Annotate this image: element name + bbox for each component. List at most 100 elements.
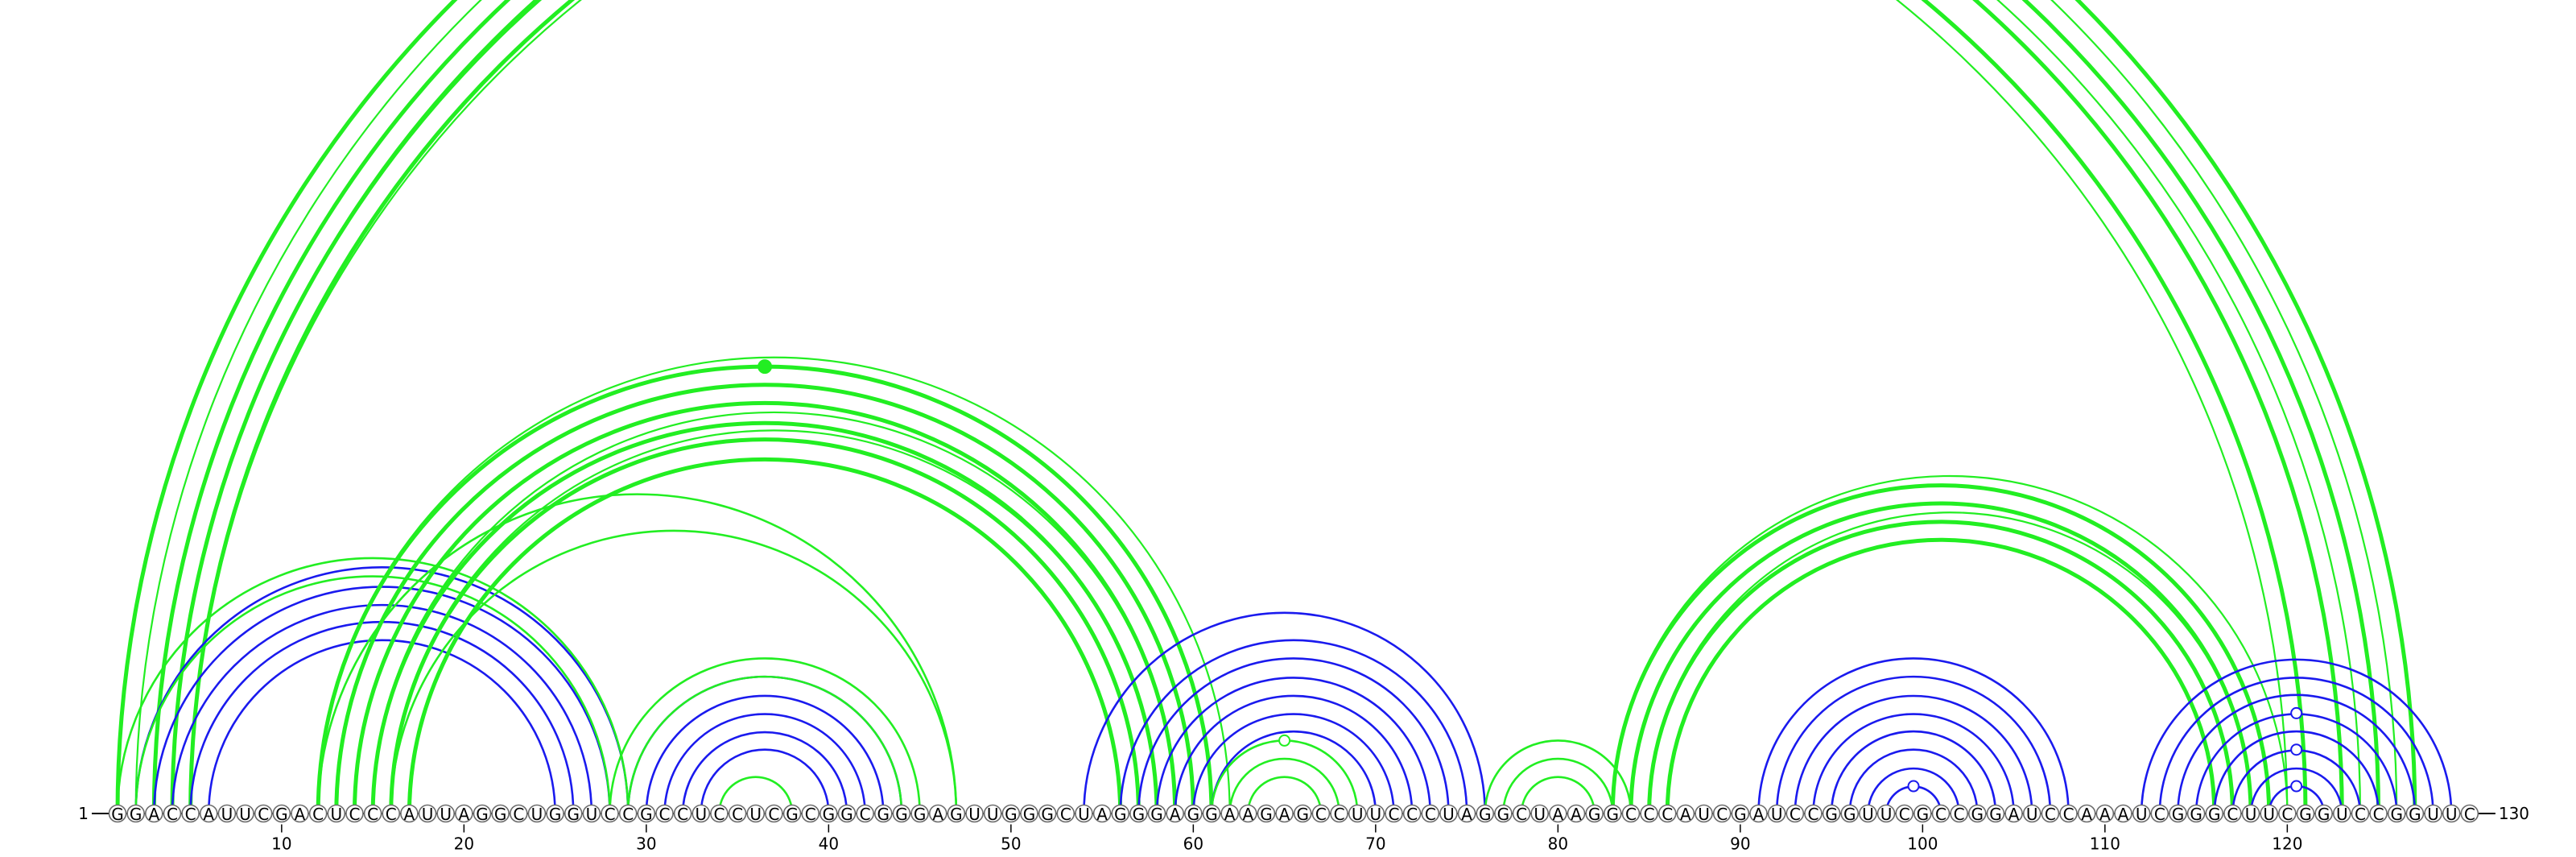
nucleotide-letter: A xyxy=(1279,805,1290,824)
nucleotide-letter: A xyxy=(1753,805,1765,824)
nucleotide-circle xyxy=(1385,804,1403,823)
nucleotide-circle xyxy=(983,804,1002,823)
nucleotide-circle xyxy=(1950,804,1968,823)
green-arc xyxy=(151,0,2381,814)
nucleotide-circle xyxy=(2296,804,2315,823)
nucleotide-letter: C xyxy=(860,805,871,824)
nucleotide-letter: G xyxy=(950,805,963,824)
nucleotide-letter: G xyxy=(1297,805,1310,824)
green-arc xyxy=(171,0,2362,814)
nucleotide-circle xyxy=(2077,804,2096,823)
nucleotide-letter: C xyxy=(659,805,671,824)
nucleotide-circle xyxy=(418,804,437,823)
nucleotide-circle xyxy=(2387,804,2406,823)
arcs-layer xyxy=(115,0,2453,814)
nucleotide: G xyxy=(1129,804,1148,824)
nucleotide-letter: U xyxy=(695,805,707,824)
nucleotide: C xyxy=(1785,804,1805,824)
nucleotide-circle xyxy=(2150,804,2169,823)
nucleotide-circle xyxy=(837,804,857,823)
nucleotide-letter: G xyxy=(1114,805,1127,824)
green-arc xyxy=(389,437,1141,814)
nucleotide-letter: C xyxy=(1060,805,1071,824)
blue-arc xyxy=(645,694,885,814)
nucleotide: U xyxy=(582,804,601,824)
nucleotide-circle xyxy=(2460,804,2479,823)
nucleotide-letter: U xyxy=(968,805,980,824)
nucleotide-letter: G xyxy=(1005,805,1018,824)
tick-label: 70 xyxy=(1365,834,1385,854)
nucleotide-circle xyxy=(199,804,218,823)
nucleotide: A xyxy=(2095,804,2115,824)
nucleotide: A xyxy=(455,804,473,824)
nucleotide-circle xyxy=(327,804,346,823)
nucleotide: U xyxy=(2260,804,2278,824)
nucleotide: G xyxy=(1147,804,1166,824)
nucleotide: U xyxy=(983,804,1002,824)
nucleotide: C xyxy=(1512,804,1531,824)
nucleotide-letter: G xyxy=(1607,805,1620,824)
nucleotide-circle xyxy=(801,804,820,823)
nucleotide-letter: G xyxy=(2190,805,2202,824)
green-arc xyxy=(1629,501,2253,814)
nucleotide-letter: U xyxy=(586,805,598,824)
nucleotide-letter: G xyxy=(2208,805,2221,824)
nucleotide: C xyxy=(2059,804,2078,824)
green-arc xyxy=(134,0,2398,814)
nucleotide-circle xyxy=(1767,804,1786,823)
nucleotide: C xyxy=(1056,804,1075,824)
blue-arc xyxy=(700,748,830,814)
nucleotide-circle xyxy=(601,804,619,823)
arc-marker xyxy=(1278,734,1291,747)
nucleotide-letter: A xyxy=(295,805,306,824)
blue-arc xyxy=(1083,611,1487,814)
green-arc xyxy=(1610,482,2272,814)
nucleotide-circle xyxy=(564,804,583,823)
nucleotide: C xyxy=(2460,804,2479,824)
nucleotide: C xyxy=(1712,804,1732,824)
nucleotide-letter: C xyxy=(1807,805,1818,824)
nucleotide-letter: C xyxy=(2063,805,2074,824)
nucleotide-circle xyxy=(728,804,747,823)
nucleotide: C xyxy=(710,804,729,824)
nucleotide-letter: C xyxy=(713,805,724,824)
nucleotide: U xyxy=(1530,804,1549,824)
nucleotide-circle xyxy=(1804,804,1823,823)
nucleotide-letter: U xyxy=(1534,805,1546,824)
green-arc xyxy=(372,411,1176,814)
nucleotide: C xyxy=(1657,804,1677,824)
nucleotide-letter: A xyxy=(2118,805,2129,824)
nucleotide-circle xyxy=(2333,804,2351,823)
nucleotide: G xyxy=(491,804,510,824)
nucleotide-circle xyxy=(1494,804,1513,823)
green-arc xyxy=(1502,757,1614,814)
nucleotide-letter: C xyxy=(513,805,524,824)
green-arc xyxy=(390,529,958,814)
nucleotide-letter: G xyxy=(1734,805,1747,824)
nucleotide-letter: C xyxy=(1389,805,1400,824)
nucleotide-circle xyxy=(1239,804,1257,823)
nucleotide: C xyxy=(728,804,747,824)
nucleotide: U xyxy=(1075,804,1093,824)
nucleotide-letter: A xyxy=(1680,805,1691,824)
nucleotide-letter: U xyxy=(1352,805,1364,824)
nucleotide-circle xyxy=(1421,804,1440,823)
nucleotide-circle xyxy=(2114,804,2132,823)
nucleotide-circle xyxy=(1166,804,1184,823)
nucleotide-circle xyxy=(1001,804,1021,823)
nucleotide-circle xyxy=(1567,804,1586,823)
green-arc xyxy=(390,429,1158,814)
nucleotide: C xyxy=(382,804,401,824)
nucleotide: C xyxy=(1895,804,1913,824)
nucleotide: U xyxy=(1439,804,1458,824)
blue-arc xyxy=(1757,657,2070,814)
nucleotide-circle xyxy=(1129,804,1148,823)
blue-arc xyxy=(189,620,575,814)
nucleotide: A xyxy=(2114,804,2132,824)
nucleotide-circle xyxy=(363,804,382,823)
nucleotide: A xyxy=(2077,804,2096,824)
nucleotide-letter: A xyxy=(404,805,415,824)
nucleotide-circle xyxy=(1931,804,1951,823)
nucleotide-letter: C xyxy=(2227,805,2238,824)
nucleotide: U xyxy=(236,804,254,824)
